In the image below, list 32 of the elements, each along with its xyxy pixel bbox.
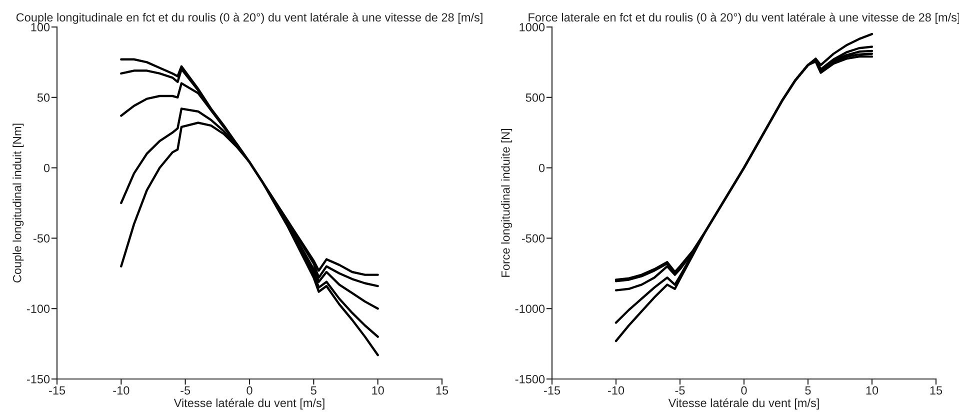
y-tick-label: -150 xyxy=(26,375,50,384)
x-tick-label: 0 xyxy=(246,386,252,395)
x-tick-label: 15 xyxy=(930,386,942,395)
y-tick-label: 1000 xyxy=(520,23,545,32)
x-tick-label: -15 xyxy=(544,386,560,395)
y-tick-label: 500 xyxy=(526,93,545,102)
x-tick-label: 0 xyxy=(741,386,747,395)
y-tick-label: -100 xyxy=(26,304,50,313)
y-axis-title: Force longitudinal induite [N] xyxy=(501,129,512,277)
x-tick-label: 10 xyxy=(372,386,384,395)
x-tick-label: -15 xyxy=(48,386,66,395)
chart-title: Force laterale en fct et du roulis (0 à 20°) du vent latérale à une vitesse de 28 [m/s] xyxy=(528,12,959,24)
y-tick-label: -1500 xyxy=(515,375,545,384)
x-tick-label: -5 xyxy=(675,386,685,395)
y-tick-label: -500 xyxy=(522,234,545,243)
y-tick-label: 0 xyxy=(538,164,545,172)
y-tick-label: -50 xyxy=(34,234,50,243)
y-tick-label: -1000 xyxy=(515,304,545,313)
x-tick-label: -5 xyxy=(180,386,190,395)
x-tick-label: 5 xyxy=(310,386,316,395)
x-tick-label: -10 xyxy=(608,386,624,395)
x-tick-label: -10 xyxy=(113,386,130,395)
x-axis-title: Vitesse latérale du vent [m/s] xyxy=(174,398,324,410)
chart-title: Couple longitudinale en fct et du roulis (0 à 20°) du vent latérale à une vitesse de 28 [m/s] xyxy=(16,12,482,24)
y-tick-label: 0 xyxy=(44,164,50,172)
x-axis-title: Vitesse latérale du vent [m/s] xyxy=(668,398,819,410)
x-tick-label: 15 xyxy=(436,386,448,395)
y-axis-title: Couple longitudinal induit [Nm] xyxy=(12,124,24,282)
x-tick-label: 5 xyxy=(805,386,811,395)
x-tick-label: 10 xyxy=(866,386,878,395)
y-tick-label: 100 xyxy=(31,23,50,32)
y-tick-label: 50 xyxy=(37,93,50,102)
